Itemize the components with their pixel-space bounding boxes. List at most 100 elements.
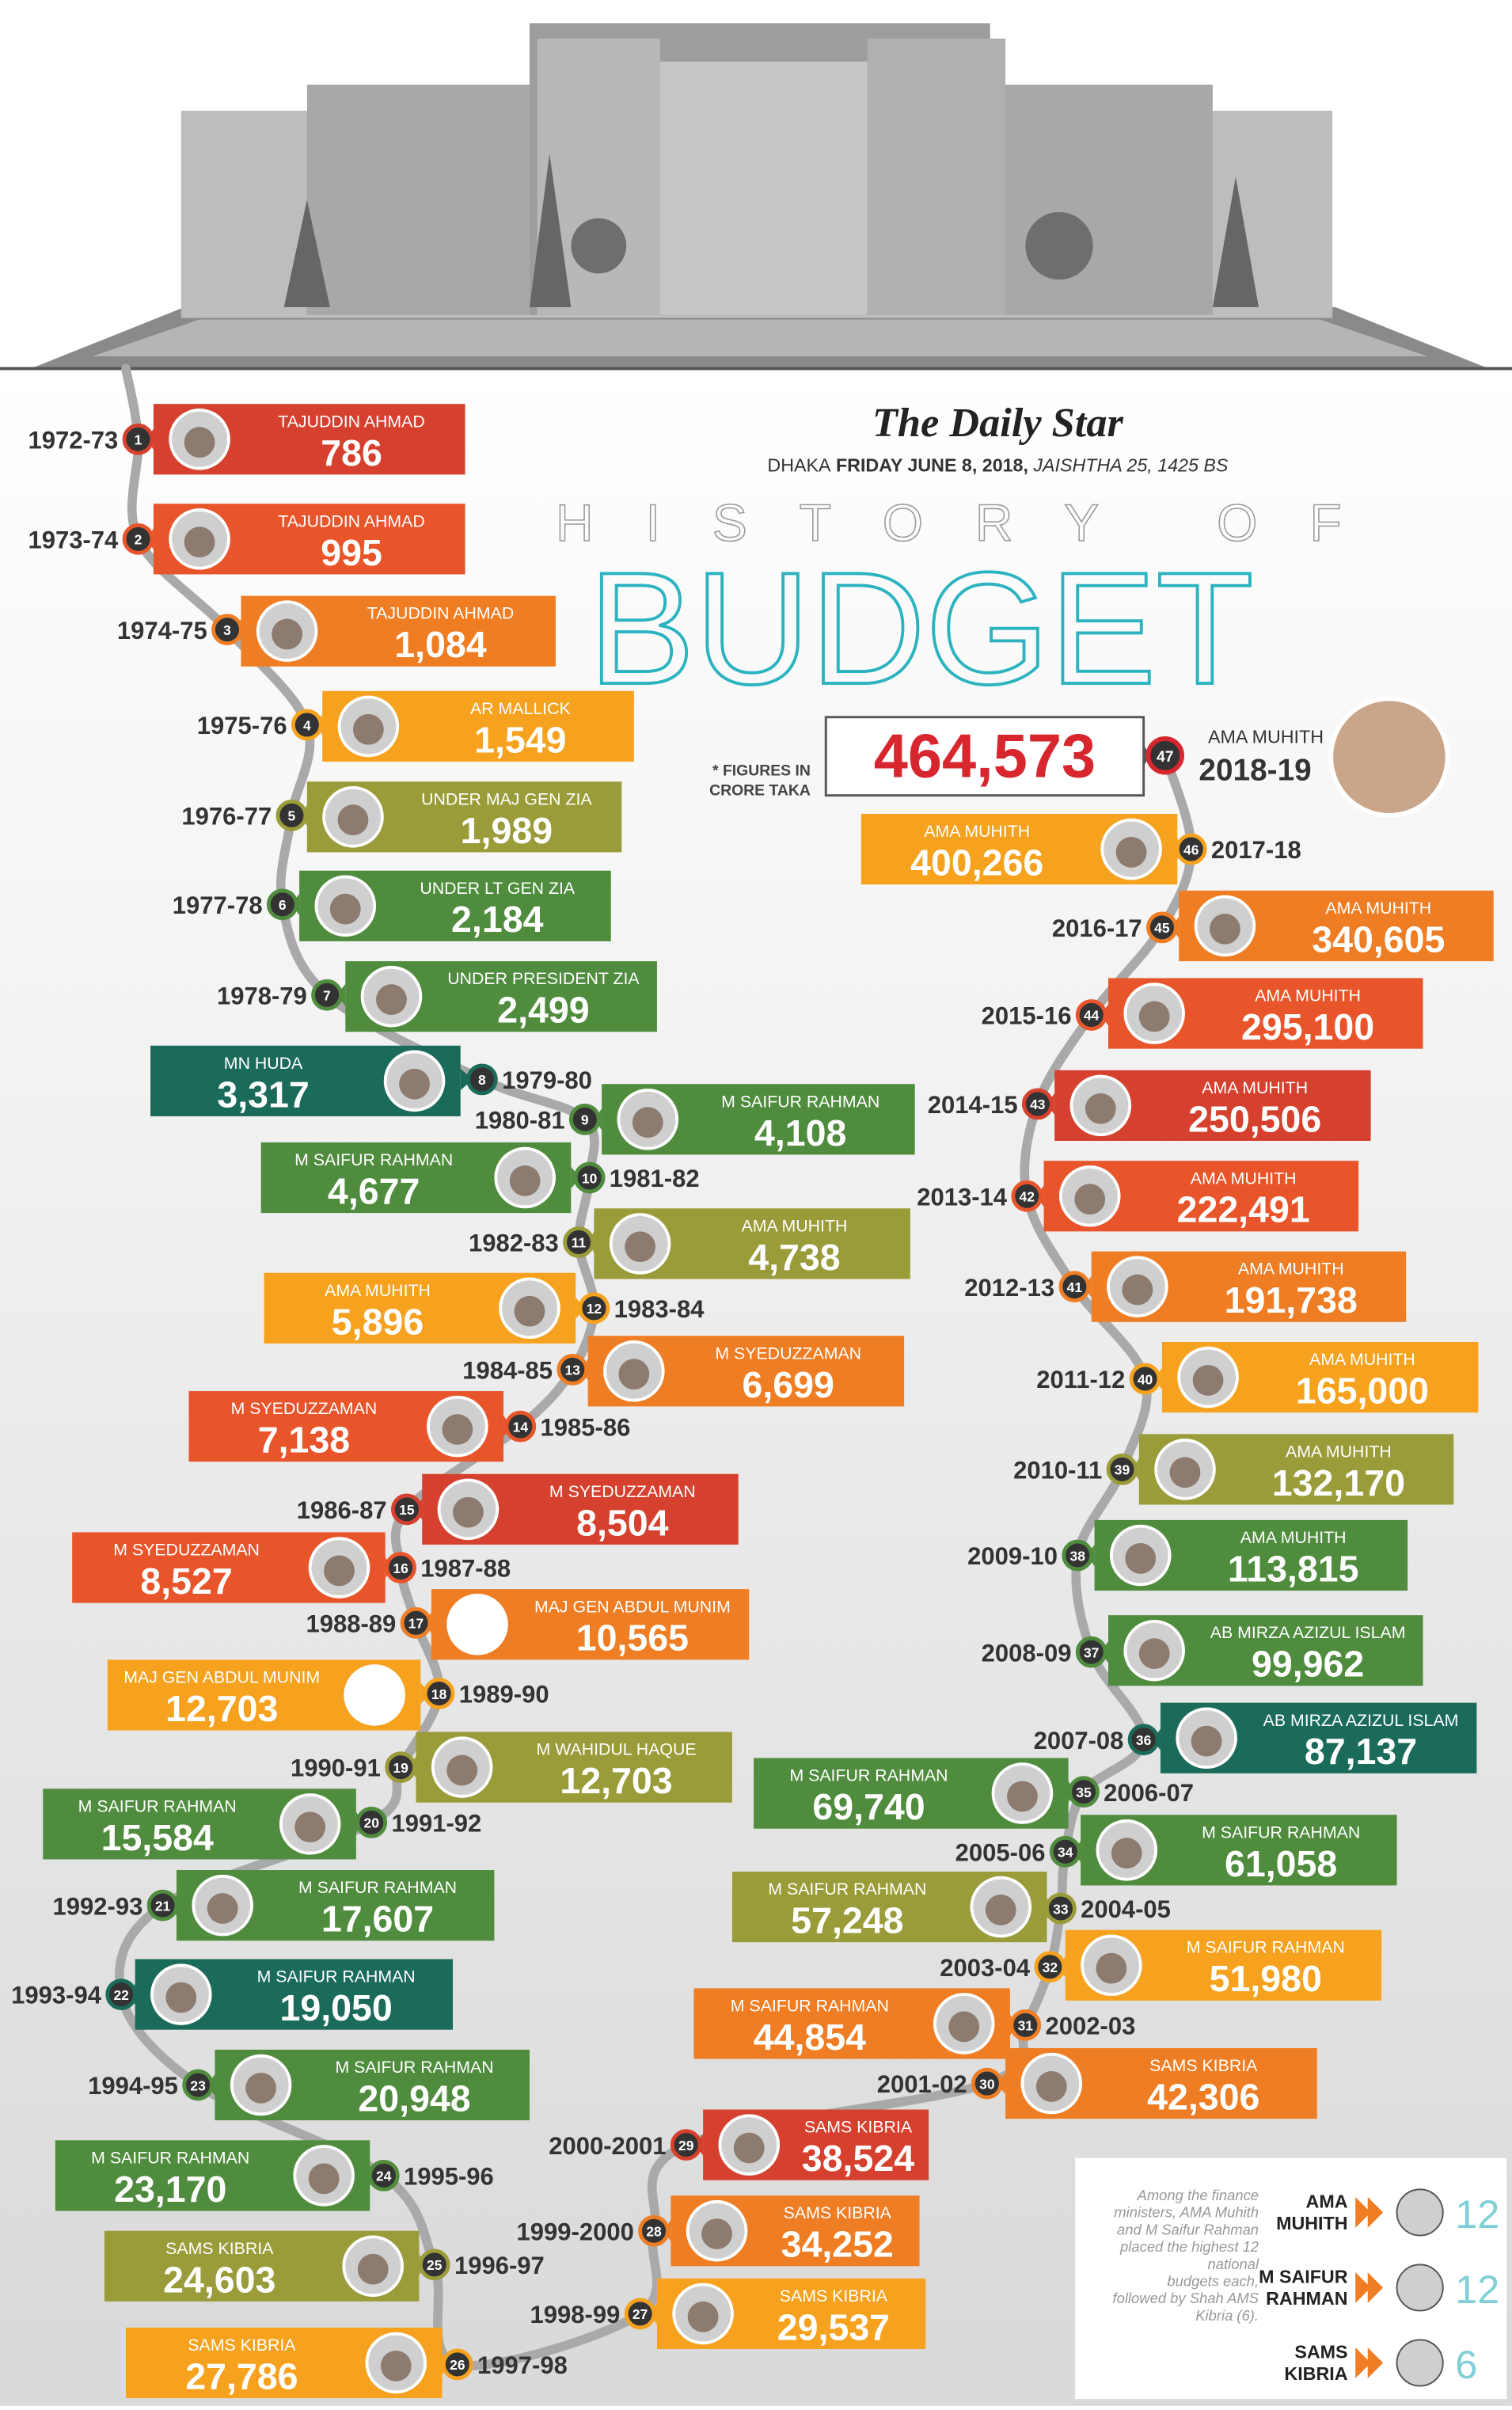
- name: M SYEDUZZAMAN: [113, 1541, 260, 1560]
- amount: 29,537: [777, 2306, 890, 2347]
- photo-face: [207, 1893, 238, 1924]
- number-circle: [390, 1493, 423, 1526]
- number: 36: [1136, 1732, 1152, 1748]
- year: 1979-80: [502, 1066, 592, 1094]
- number: 21: [155, 1898, 171, 1914]
- name: MN HUDA: [224, 1054, 303, 1073]
- year: 1978-79: [217, 982, 307, 1009]
- photo-face: [380, 2350, 412, 2381]
- photo-face: [294, 1811, 326, 1843]
- amount: 191,738: [1225, 1279, 1358, 1321]
- number-circle: [1011, 1180, 1043, 1212]
- number: 39: [1115, 1462, 1130, 1478]
- legend-text: followed by Shah AMS: [1113, 2290, 1259, 2306]
- photo-face: [272, 618, 302, 650]
- year: 1988-89: [306, 1610, 396, 1637]
- amount: 2,184: [451, 899, 544, 940]
- legend-name: SAMS: [1294, 2342, 1347, 2362]
- amount: 4,108: [754, 1112, 846, 1154]
- name: M WAHIDUL HAQUE: [536, 1740, 696, 1759]
- number-circle: [400, 1606, 432, 1639]
- name: UNDER PRESIDENT ZIA: [447, 969, 640, 988]
- budget-entry: AB MIRZA AZIZUL ISLAM 99,962 37 2008-09: [982, 1615, 1423, 1686]
- legend-arrow: [1367, 2272, 1384, 2303]
- photo-face: [1191, 1725, 1222, 1757]
- amount-box: [824, 716, 1145, 797]
- amount: 165,000: [1296, 1370, 1429, 1412]
- number: 32: [1043, 1960, 1058, 1975]
- number-circle: [355, 1807, 388, 1838]
- budget-entry: SAMS KIBRIA 34,252 28 1999-2000: [517, 2195, 920, 2267]
- name: M SAIFUR RAHMAN: [768, 1880, 926, 1899]
- number: 45: [1154, 920, 1170, 936]
- budget-entry: M SAIFUR RAHMAN 17,607 21 1992-93: [53, 1870, 495, 1941]
- amount: 15,584: [101, 1817, 214, 1858]
- photo-face: [165, 1982, 197, 2013]
- number: 8: [478, 1072, 486, 1088]
- amount: 12,703: [165, 1688, 278, 1729]
- amount: 44,854: [754, 2017, 866, 2058]
- budget-entry: M SYEDUZZAMAN 7,138 14 1985-86: [188, 1391, 630, 1462]
- amount: 132,170: [1272, 1462, 1405, 1503]
- name: M SAIFUR RAHMAN: [257, 1967, 416, 1986]
- photo: [1328, 696, 1450, 818]
- amount: 2,499: [497, 990, 589, 1031]
- number: 26: [450, 2357, 465, 2373]
- number: 14: [513, 1419, 529, 1435]
- amount: 34,252: [781, 2224, 894, 2265]
- year: 1986-87: [297, 1496, 387, 1524]
- number-circle: [291, 709, 323, 741]
- amount: 5,896: [332, 1301, 424, 1342]
- number-circle: [557, 1354, 589, 1386]
- number-circle: [1075, 1636, 1107, 1668]
- brand: The Daily Star: [872, 400, 1124, 446]
- note: * FIGURES IN: [712, 762, 811, 779]
- number: 33: [1053, 1901, 1069, 1917]
- number-circle: [122, 523, 154, 555]
- number-circle: [1021, 1088, 1054, 1120]
- number-circle: [578, 1292, 610, 1325]
- year: 2008-09: [982, 1639, 1072, 1667]
- number: 42: [1020, 1189, 1035, 1205]
- photo-face: [184, 526, 215, 558]
- amount: 464,573: [874, 722, 1096, 790]
- amount: 4,738: [748, 1237, 840, 1278]
- number-circle: [418, 2248, 450, 2281]
- name: AB MIRZA AZIZUL ISLAM: [1210, 1623, 1406, 1642]
- name: TAJUDDIN AHMAD: [278, 412, 425, 431]
- name: M SYEDUZZAMAN: [549, 1482, 696, 1501]
- number-circle: [1062, 1539, 1094, 1572]
- number-circle: [385, 1751, 416, 1783]
- photo-face: [1169, 1457, 1201, 1488]
- photo-face: [1138, 1638, 1170, 1670]
- number-circle: [1049, 1835, 1081, 1868]
- number-circle: [504, 1410, 537, 1443]
- name: SAMS KIBRIA: [784, 2203, 892, 2222]
- name: M SAIFUR RAHMAN: [298, 1878, 457, 1897]
- year: 1999-2000: [517, 2218, 634, 2245]
- amount: 250,506: [1188, 1098, 1321, 1139]
- year: 2007-08: [1034, 1727, 1124, 1754]
- parliament-building: [0, 23, 1512, 371]
- year: 1975-76: [197, 712, 287, 739]
- number: 35: [1076, 1785, 1092, 1800]
- name: M SAIFUR RAHMAN: [731, 1996, 889, 2015]
- photo-face: [509, 1165, 541, 1196]
- photo-face: [442, 1414, 473, 1445]
- amount: 17,607: [321, 1899, 434, 1940]
- name: SAMS KIBRIA: [804, 2118, 913, 2137]
- budget-entry: SAMS KIBRIA 42,306 30 2001-02: [877, 2047, 1317, 2119]
- year: 2011-12: [1036, 1366, 1125, 1393]
- name: MAJ GEN ABDUL MUNIM: [534, 1597, 731, 1616]
- budget-entry: 464,573 47 AMA MUHITH 2018-19: [824, 696, 1450, 818]
- budget-entry: TAJUDDIN AHMAD 995 2 1973-74: [28, 504, 465, 575]
- name: AMA MUHITH: [1191, 1169, 1297, 1188]
- name: SAMS KIBRIA: [780, 2286, 888, 2305]
